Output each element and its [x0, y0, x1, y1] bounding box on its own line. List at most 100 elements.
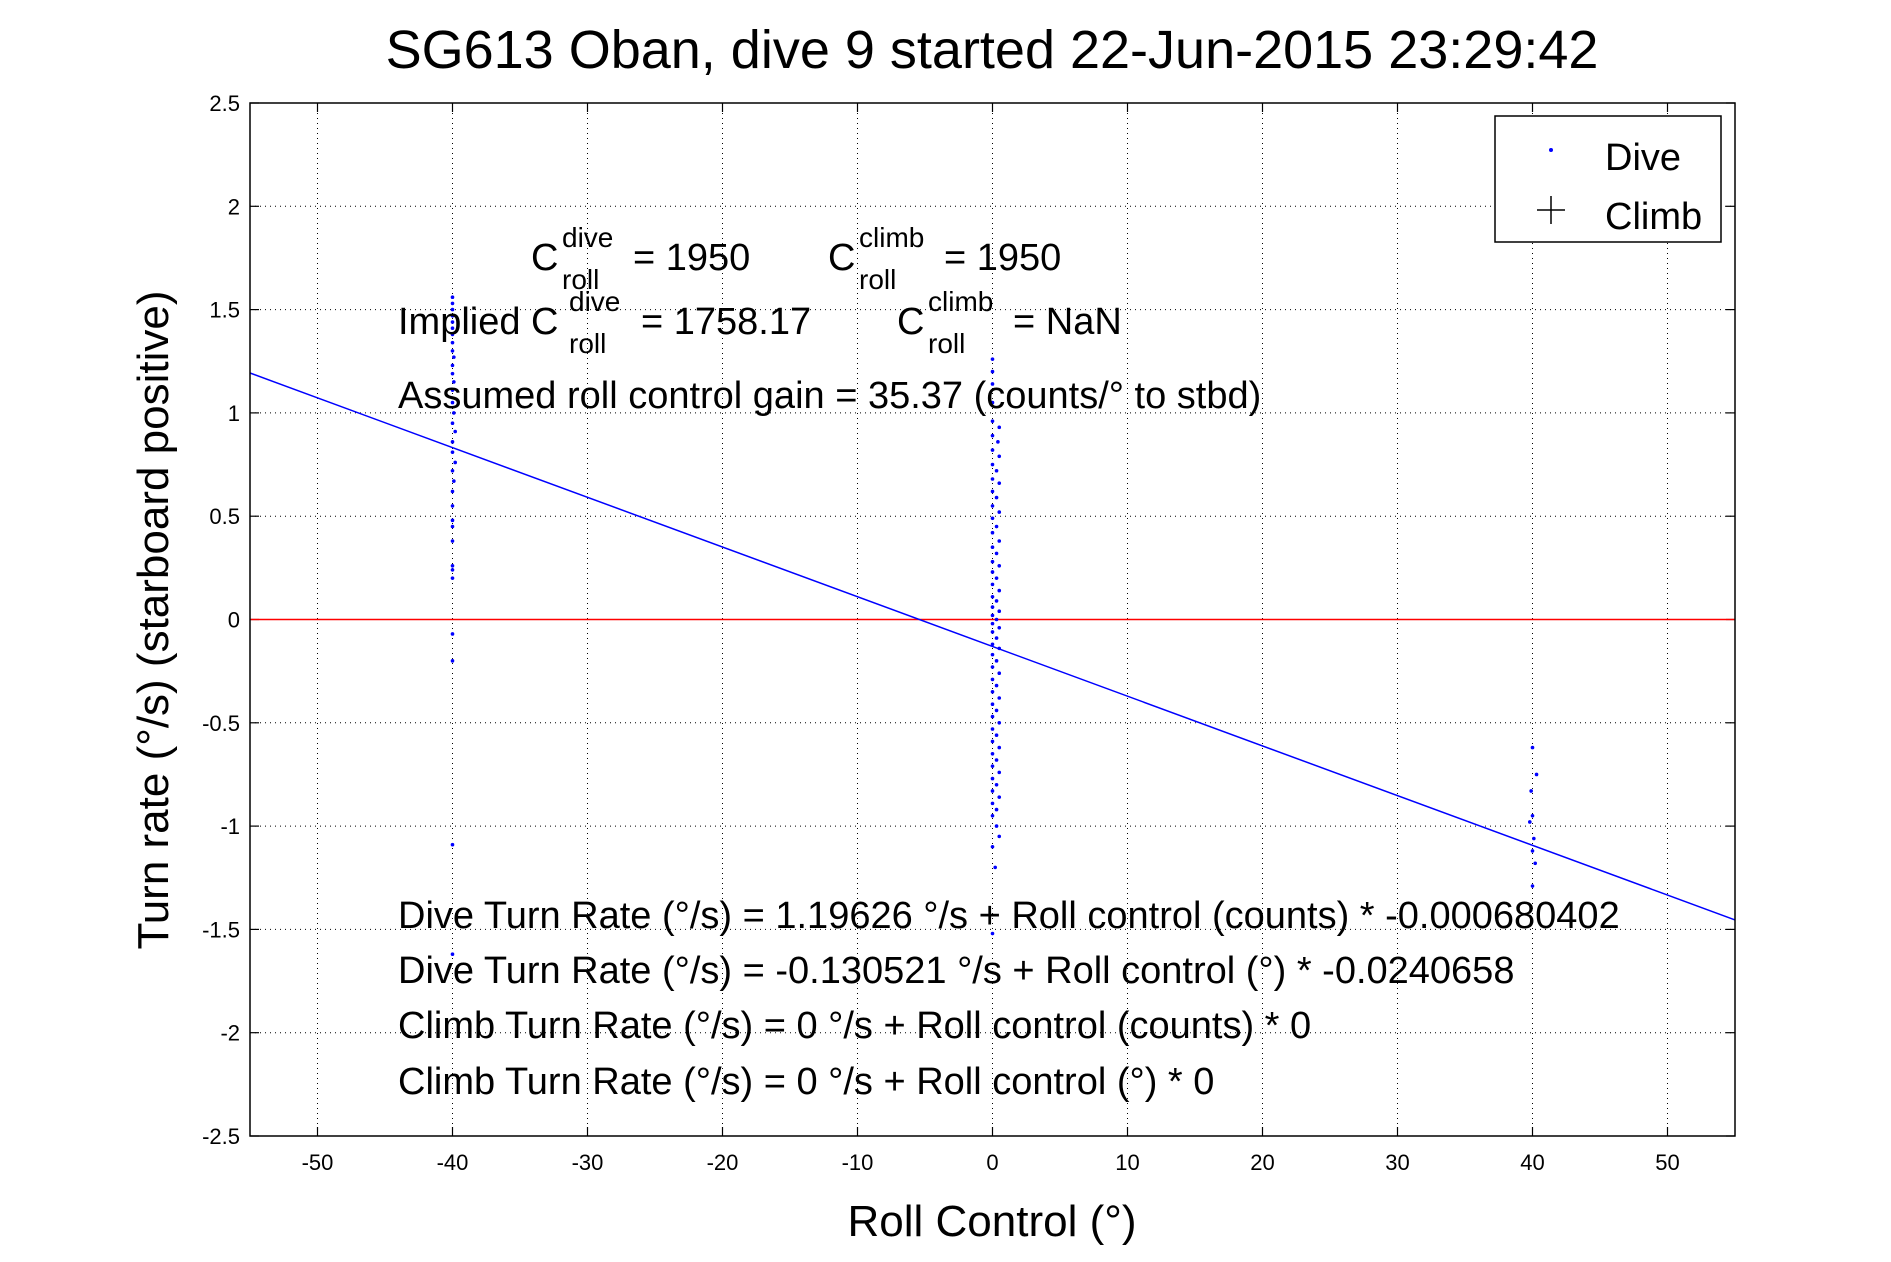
legend-climb-label: Climb	[1605, 196, 1702, 238]
dive-point	[994, 758, 999, 762]
climb-degrees-equation: Climb Turn Rate (°/s) = 0 °/s + Roll con…	[398, 1061, 1214, 1103]
dive-point	[990, 789, 995, 793]
dive-point	[990, 382, 995, 386]
dive-point	[450, 400, 455, 405]
implied-dive-value: = 1758.17	[641, 301, 811, 343]
implied-prefix: Implied C	[398, 301, 559, 343]
dive-point	[450, 371, 455, 376]
y-tick-labels: -2.5 -2 -1.5 -1 -0.5 0 0.5 1 1.5 2 2.5	[202, 91, 240, 1149]
dive-point	[450, 518, 455, 523]
dive-point	[994, 468, 999, 473]
dive-point	[994, 683, 999, 688]
legend-dive-label: Dive	[1605, 137, 1681, 179]
dive-point	[994, 733, 999, 737]
dive-point	[453, 429, 458, 434]
dive-point	[990, 642, 995, 647]
x-tick-label: -20	[707, 1150, 739, 1175]
dive-point	[990, 357, 995, 361]
dive-point	[990, 844, 995, 849]
axis-ticks	[250, 102, 1735, 1137]
x-tick-labels: -50 -40 -30 -20 -10 0 10 20 30 40 50	[302, 1150, 1680, 1175]
implied-c-roll-climb: C climb roll = NaN	[897, 286, 1122, 359]
dive-point	[990, 652, 995, 657]
dive-point	[450, 842, 455, 847]
x-tick-label: 20	[1250, 1150, 1274, 1175]
y-tick-label: -2.5	[202, 1124, 240, 1149]
dive-point	[450, 332, 455, 337]
chart-title: SG613 Oban, dive 9 started 22-Jun-2015 2…	[386, 20, 1599, 80]
grid	[250, 102, 1735, 1137]
dive-point	[990, 714, 995, 719]
implied-climb-value: = NaN	[1013, 301, 1122, 343]
dive-point	[990, 739, 995, 744]
dive-point	[997, 795, 1002, 799]
x-tick-label: 40	[1520, 1150, 1544, 1175]
dive-points	[450, 295, 1539, 956]
c-roll-dive-prefix: C	[531, 237, 558, 279]
legend-dive-marker	[1549, 148, 1553, 152]
dive-point	[997, 588, 1002, 593]
dive-point	[1530, 884, 1535, 888]
dive-point	[450, 340, 455, 345]
implied-climb-sub: roll	[928, 328, 965, 359]
dive-point	[990, 813, 995, 818]
dive-point	[997, 646, 1002, 651]
dive-point	[450, 952, 455, 956]
x-axis-label: Roll Control (°)	[848, 1197, 1137, 1246]
dive-point	[990, 448, 995, 452]
dive-point	[450, 301, 455, 306]
dive-point	[990, 582, 995, 587]
dive-point	[990, 530, 995, 535]
c-roll-dive: C dive roll = 1950	[531, 222, 750, 295]
x-tick-label: 50	[1655, 1150, 1679, 1175]
c-roll-climb-sup: climb	[859, 222, 924, 253]
dive-point	[990, 751, 995, 756]
dive-point	[1530, 849, 1535, 853]
c-roll-climb-value: = 1950	[944, 237, 1061, 279]
dive-point	[990, 690, 995, 694]
dive-point	[994, 495, 999, 500]
c-roll-climb: C climb roll = 1950	[828, 222, 1061, 295]
c-roll-climb-sub: roll	[859, 264, 896, 295]
dive-point	[450, 326, 455, 330]
c-roll-dive-sub: roll	[562, 264, 599, 295]
dive-point	[450, 295, 455, 300]
dive-point	[990, 613, 995, 618]
dive-point	[990, 400, 995, 405]
dive-point	[990, 605, 995, 609]
dive-point	[997, 770, 1002, 775]
dive-point	[450, 568, 455, 572]
y-axis-label: Turn rate (°/s) (starboard positive)	[129, 290, 178, 949]
dive-point	[452, 355, 456, 359]
dive-point	[452, 411, 456, 415]
dive-point	[997, 625, 1002, 630]
x-tick-label: 30	[1385, 1150, 1409, 1175]
dive-point	[450, 363, 455, 368]
dive-point	[997, 510, 1002, 514]
dive-point	[990, 764, 995, 768]
dive-point	[450, 489, 455, 494]
c-roll-climb-prefix: C	[828, 237, 855, 279]
dive-point	[990, 931, 995, 936]
dive-point	[993, 865, 997, 870]
dive-point	[450, 539, 455, 543]
dive-point	[990, 504, 995, 508]
x-tick-label: 0	[986, 1150, 998, 1175]
dive-point	[997, 745, 1002, 750]
y-tick-label: -1	[220, 814, 240, 839]
dive-point	[453, 460, 458, 465]
implied-dive-sub: roll	[569, 328, 606, 359]
y-tick-label: 1.5	[209, 298, 240, 323]
dive-point	[450, 659, 455, 663]
y-tick-label: 2.5	[209, 91, 240, 116]
y-tick-label: 0.5	[209, 504, 240, 529]
dive-degrees-equation: Dive Turn Rate (°/s) = -0.130521 °/s + R…	[398, 950, 1514, 992]
dive-point	[450, 440, 455, 444]
dive-point	[990, 559, 995, 564]
dive-point	[450, 349, 455, 353]
dive-point	[990, 462, 995, 467]
y-tick-label: 0	[228, 608, 240, 633]
dive-point	[994, 636, 999, 640]
dive-point	[997, 721, 1002, 725]
